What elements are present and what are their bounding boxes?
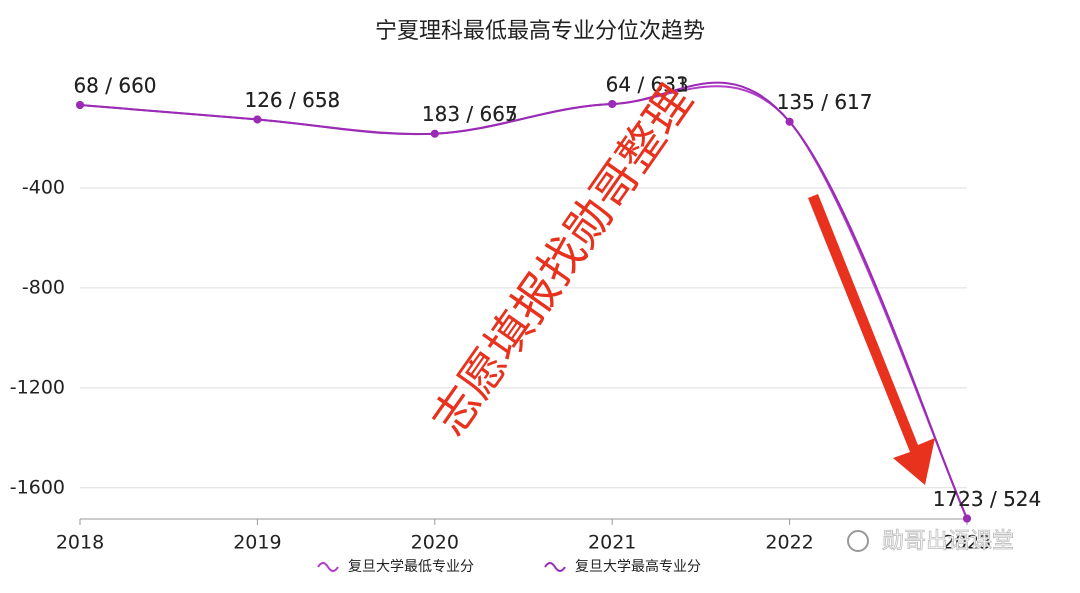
point [253, 115, 262, 124]
x-tick-label: 2020 [411, 532, 459, 554]
x-tick-label: 2018 [56, 532, 104, 554]
value-label: 126 / 658 [244, 88, 340, 112]
wechat-icon [847, 530, 869, 552]
y-tick-label: -1200 [10, 376, 65, 398]
value-label: 1723 / 524 [933, 487, 1042, 511]
point [963, 514, 971, 523]
point [785, 117, 794, 126]
value-label: 183 / 665 [422, 102, 518, 126]
legend-label: 复旦大学最低专业分 [348, 558, 474, 575]
value-label: 64 / 633 [606, 72, 689, 96]
value-label: 64 / 631 [606, 72, 689, 96]
x-tick-label: 2021 [588, 532, 636, 554]
value-label: 135 / 617 [777, 90, 873, 114]
value-label: 68 / 660 [73, 73, 156, 97]
watermark-brand: 勋哥出语课堂 [882, 529, 1014, 554]
chart-title: 宁夏理科最低最高专业分位次趋势 [375, 19, 705, 44]
y-tick-label: -1600 [10, 476, 65, 498]
value-label: 183 / 667 [422, 102, 518, 126]
value-label: 135 / 617 [777, 90, 873, 114]
arrow [808, 194, 935, 485]
y-tick-label: -800 [22, 276, 65, 298]
point [430, 129, 439, 138]
legend-icon [317, 562, 339, 572]
legend-icon [544, 562, 566, 572]
x-tick-label: 2023 [943, 532, 991, 554]
legend-label: 复旦大学最高专业分 [575, 558, 701, 575]
x-tick-label: 2022 [765, 532, 813, 554]
x-tick-label: 2019 [233, 532, 281, 554]
value-label: 126 / 653 [244, 88, 340, 112]
point [608, 99, 617, 108]
value-label: 68 / 660 [73, 73, 156, 97]
value-label: 1723 / 524 [933, 487, 1042, 511]
y-tick-label: -400 [22, 176, 65, 198]
point [76, 100, 84, 109]
